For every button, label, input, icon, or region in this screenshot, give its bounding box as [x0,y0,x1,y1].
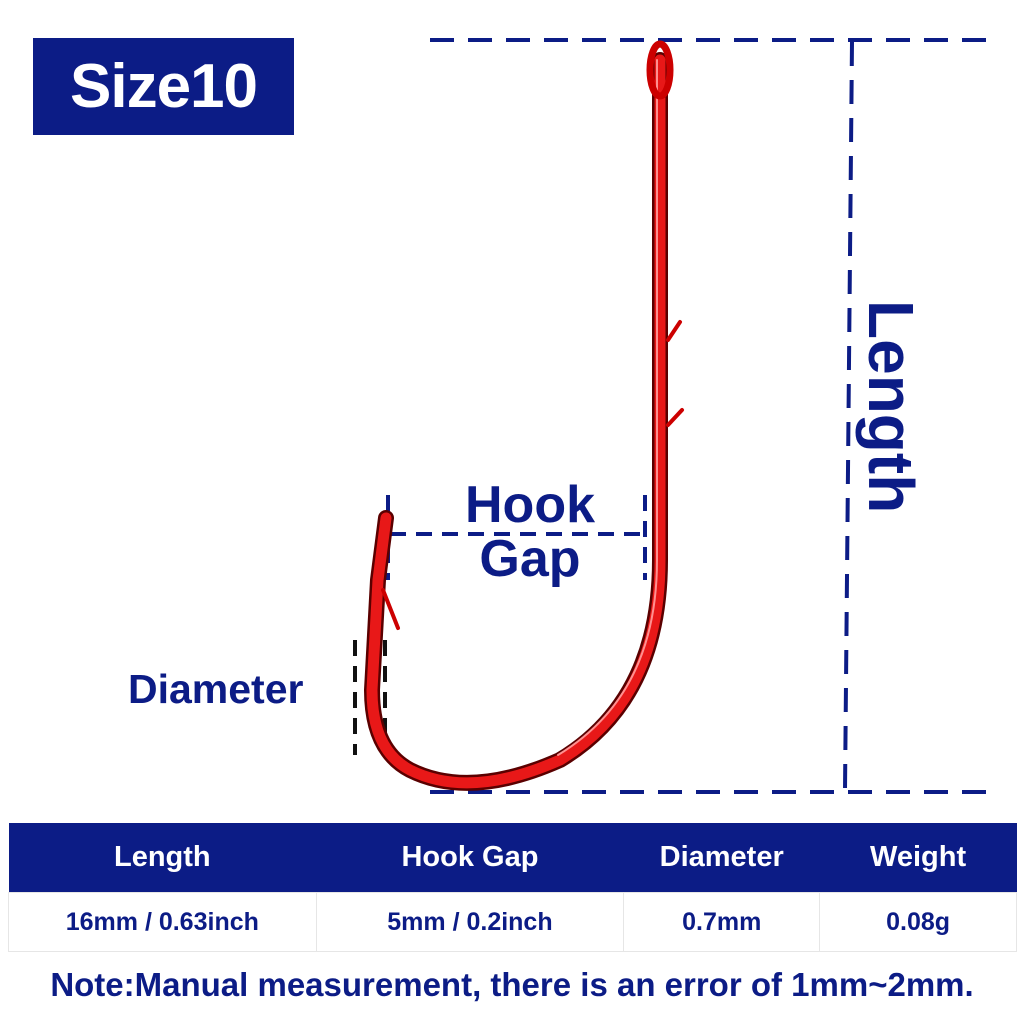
hook-gap-label-line1: Hook [465,476,595,534]
spec-table: Length Hook Gap Diameter Weight 16mm / 0… [8,823,1017,952]
value-diameter: 0.7mm [623,892,821,952]
hook-diagram [353,38,1000,794]
header-hook-gap: Hook Gap [316,823,624,893]
value-hook-gap: 5mm / 0.2inch [315,892,625,952]
length-label: Length [855,300,927,514]
diameter-dimension-lines [353,640,387,755]
hook-gap-label-line2: Gap [479,530,581,588]
spec-table-header: Length Hook Gap Diameter Weight [8,823,1017,893]
length-dimension-lines [430,38,1000,794]
red-fish-hook [363,40,684,791]
size-badge: Size10 [33,38,294,135]
value-weight: 0.08g [819,892,1017,952]
value-length: 16mm / 0.63inch [8,892,317,952]
hook-gap-dimension-lines [386,495,647,580]
header-diameter: Diameter [623,823,820,893]
header-length: Length [8,823,317,893]
header-weight: Weight [819,823,1017,893]
diameter-label: Diameter [128,666,304,712]
hook-gap-label: Hook Gap [440,478,620,586]
table-row: 16mm / 0.63inch 5mm / 0.2inch 0.7mm 0.08… [8,892,1017,952]
measurement-note: Note:Manual measurement, there is an err… [50,966,974,1003]
